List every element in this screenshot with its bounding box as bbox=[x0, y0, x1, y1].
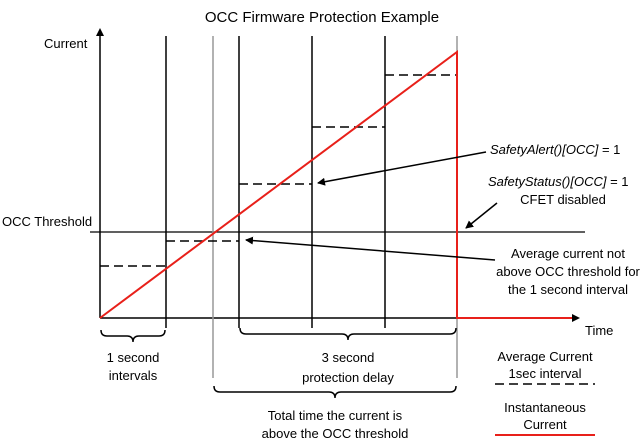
protection-delay-brace bbox=[239, 327, 457, 341]
legend-instant-label-2: Current bbox=[523, 417, 567, 432]
y-axis-arrow bbox=[96, 28, 104, 36]
safety-status-text: SafetyStatus()[OCC] = 1 bbox=[488, 174, 629, 189]
protection-delay-label-2: protection delay bbox=[302, 370, 394, 385]
total-time-label-1: Total time the current is bbox=[268, 408, 403, 423]
one-second-brace bbox=[100, 329, 166, 343]
average-note-line-1: Average current not bbox=[511, 246, 625, 261]
one-second-brace-label-2: intervals bbox=[109, 368, 158, 383]
safety-alert-text: SafetyAlert()[OCC] = 1 bbox=[490, 142, 620, 157]
x-axis-arrow bbox=[572, 314, 580, 322]
average-note-line-2: above OCC threshold for bbox=[496, 264, 640, 279]
instantaneous-current-line bbox=[99, 50, 572, 319]
diagram-title: OCC Firmware Protection Example bbox=[205, 9, 439, 26]
total-time-label-2: above the OCC threshold bbox=[262, 426, 409, 441]
y-axis-label: Current bbox=[44, 36, 88, 51]
x-axis-label: Time bbox=[585, 323, 613, 338]
safety-alert-arrow bbox=[317, 151, 487, 186]
safety-status-arrow bbox=[465, 202, 498, 229]
legend-average-label-2: 1sec interval bbox=[509, 366, 582, 381]
total-time-brace bbox=[213, 385, 457, 399]
one-second-brace-label-1: 1 second bbox=[107, 350, 160, 365]
average-note-arrow bbox=[245, 236, 496, 261]
legend-instant-label-1: Instantaneous bbox=[504, 400, 586, 415]
cfet-disabled-text: CFET disabled bbox=[520, 192, 606, 207]
average-note-line-3: the 1 second interval bbox=[508, 282, 628, 297]
occ-threshold-label: OCC Threshold bbox=[2, 214, 92, 229]
protection-delay-label-1: 3 second bbox=[322, 350, 375, 365]
legend-average-label-1: Average Current bbox=[497, 349, 593, 364]
